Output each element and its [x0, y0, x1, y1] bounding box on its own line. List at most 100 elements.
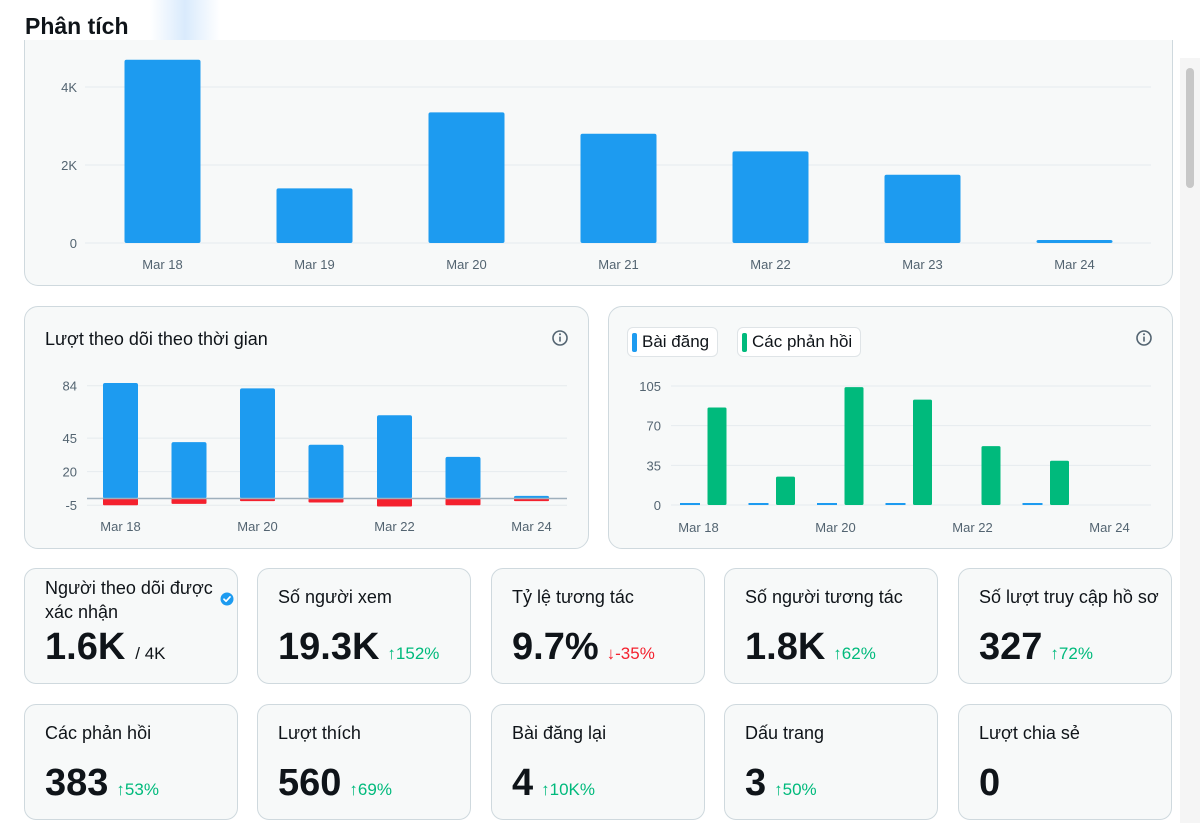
x-tick-label: Mar 24	[1054, 257, 1094, 272]
legend-replies[interactable]: Các phản hồi	[737, 327, 862, 357]
bar-posts	[680, 503, 700, 505]
impressions-chart-card: 0 2K 4K Mar 18 Mar 19 Mar 20 Mar 21 Mar 22 Mar 2…	[24, 40, 1173, 286]
bar-gained	[445, 456, 481, 499]
stat-value-line: 9.7% ↓-35%	[512, 626, 655, 669]
stat-label: Số lượt truy cập hồ sơ	[979, 587, 1159, 607]
posts-replies-chart: 105 70 35 0 Mar 18 Mar 20 Mar 22 Mar 24	[639, 379, 1151, 535]
stat-delta: ↓-35%	[607, 644, 655, 663]
stat-card-reposts[interactable]: Bài đăng lại 4 ↑10K%	[491, 704, 705, 820]
x-tick-label: Mar 19	[294, 257, 334, 272]
legend-posts-swatch	[632, 333, 637, 352]
x-tick-label: Mar 24	[511, 519, 551, 534]
stat-label: Lượt thích	[278, 723, 361, 743]
stat-value: 1.6K	[45, 626, 126, 668]
stat-card-shares[interactable]: Lượt chia sẻ 0	[958, 704, 1172, 820]
stat-value-line: 0	[979, 762, 1000, 805]
arrow-up-icon: ↑	[833, 644, 842, 663]
scrollbar-thumb[interactable]	[1186, 68, 1194, 188]
stat-card-profile-visits[interactable]: Số lượt truy cập hồ sơ 327 ↑72%	[958, 568, 1172, 684]
stat-card-verified-followers[interactable]: Người theo dõi được xác nhận 1.6K / 4K	[24, 568, 238, 684]
legend-replies-label: Các phản hồi	[752, 332, 853, 351]
y-tick-label: 70	[647, 419, 661, 434]
y-tick-label: 0	[654, 498, 661, 513]
bar-replies	[776, 476, 795, 505]
arrow-up-icon: ↑	[387, 644, 396, 663]
stat-value-line: 560 ↑69%	[278, 762, 392, 805]
posts-replies-chart-card: Bài đăng Các phản hồi 105 70 35 0 Mar 18 Mar …	[608, 306, 1173, 549]
bar-lost	[103, 498, 138, 506]
legend-posts[interactable]: Bài đăng	[627, 327, 719, 357]
info-icon[interactable]	[551, 329, 569, 347]
stat-card-viewers[interactable]: Số người xem 19.3K ↑152%	[257, 568, 471, 684]
stat-label: Dấu trang	[745, 723, 825, 743]
stat-card-engaged-users[interactable]: Số người tương tác 1.8K ↑62%	[724, 568, 938, 684]
impressions-chart: 0 2K 4K Mar 18 Mar 19 Mar 20 Mar 21 Mar 22 Mar 2…	[61, 59, 1151, 272]
x-tick-label: Mar 18	[142, 257, 182, 272]
legend-posts-label: Bài đăng	[642, 332, 710, 351]
bar	[124, 59, 201, 244]
stat-delta: ↑72%	[1050, 644, 1093, 663]
x-tick-label: Mar 22	[952, 520, 992, 535]
bar-gained	[308, 444, 344, 499]
stat-delta: ↑53%	[116, 780, 159, 799]
stat-value: 4	[512, 762, 534, 804]
bar-replies	[913, 399, 932, 505]
bar-posts	[1022, 503, 1043, 505]
y-tick-label: 20	[63, 465, 77, 480]
bar-lost	[171, 498, 207, 504]
y-tick-label: 2K	[61, 158, 77, 173]
arrow-up-icon: ↑	[116, 780, 125, 799]
info-icon[interactable]	[1135, 329, 1153, 347]
stat-subvalue: / 4K	[135, 644, 166, 663]
stat-card-engagement-rate[interactable]: Tỷ lệ tương tác 9.7% ↓-35%	[491, 568, 705, 684]
bar-replies	[707, 407, 727, 505]
stat-delta: ↑152%	[387, 644, 439, 663]
bar-gained	[240, 388, 275, 499]
x-tick-label: Mar 20	[815, 520, 855, 535]
stat-delta-value: 62%	[841, 644, 876, 663]
stat-delta-value: -35%	[615, 644, 655, 663]
stat-card-likes[interactable]: Lượt thích 560 ↑69%	[257, 704, 471, 820]
followers-chart: 84 45 20 -5 Mar 18 Mar 20 Mar 22 Mar 24	[63, 379, 567, 534]
stat-label: Số người xem	[278, 587, 392, 607]
stat-label: Tỷ lệ tương tác	[512, 587, 634, 607]
stat-label: Số người tương tác	[745, 587, 903, 607]
x-tick-label: Mar 20	[237, 519, 277, 534]
stat-value-line: 327 ↑72%	[979, 626, 1093, 669]
followers-chart-card: Lượt theo dõi theo thời gian 84 45 20 -5 Mar…	[24, 306, 589, 549]
page-title: Phân tích	[25, 13, 129, 39]
arrow-up-icon: ↑	[541, 780, 550, 799]
bar-lost	[377, 498, 412, 507]
bar-gained	[171, 442, 207, 499]
scrollbar[interactable]	[1180, 58, 1200, 823]
bar-lost	[308, 498, 344, 503]
stat-card-bookmarks[interactable]: Dấu trang 3 ↑50%	[724, 704, 938, 820]
stat-delta: ↑50%	[774, 780, 817, 799]
stat-value: 9.7%	[512, 626, 599, 668]
y-tick-label: 4K	[61, 80, 77, 95]
verified-badge-icon	[220, 592, 234, 606]
bar-lost	[445, 498, 481, 506]
stat-value-line: 1.6K / 4K	[45, 626, 166, 669]
y-tick-label: 0	[70, 236, 77, 251]
arrow-up-icon: ↑	[1050, 644, 1059, 663]
bar	[276, 188, 353, 243]
stat-label: Người theo dõi được xác nhận	[45, 578, 213, 622]
bar	[1036, 240, 1113, 243]
stat-value: 0	[979, 762, 1001, 804]
stat-delta: ↑10K%	[541, 780, 595, 799]
x-tick-label: Mar 21	[598, 257, 638, 272]
bar-posts	[748, 503, 769, 505]
bar-replies	[844, 387, 864, 505]
stat-card-replies[interactable]: Các phản hồi 383 ↑53%	[24, 704, 238, 820]
bar	[580, 133, 657, 243]
stat-value-line: 383 ↑53%	[45, 762, 159, 805]
bar-gained	[377, 415, 412, 499]
stat-value: 19.3K	[278, 626, 380, 668]
stat-value-line: 1.8K ↑62%	[745, 626, 876, 669]
stat-value-line: 19.3K ↑152%	[278, 626, 439, 669]
bar-posts	[885, 503, 906, 505]
y-tick-label: 45	[63, 431, 77, 446]
bar-posts	[817, 503, 837, 505]
y-tick-label: 105	[639, 379, 661, 394]
